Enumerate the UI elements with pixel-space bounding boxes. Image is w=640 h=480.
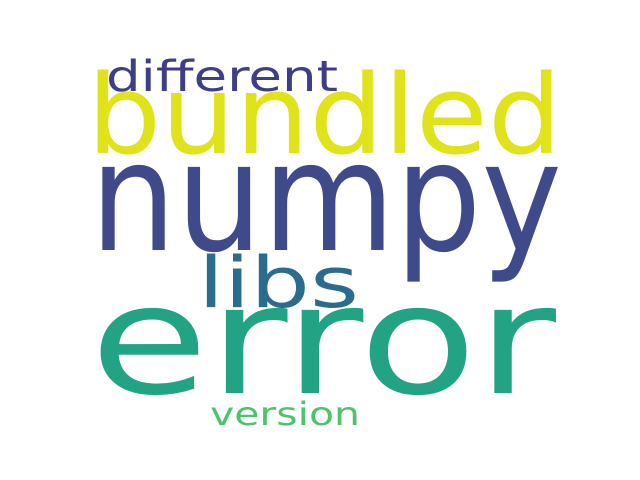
word-version: version	[210, 395, 360, 433]
word-different: different	[106, 52, 338, 102]
word-error: error	[90, 252, 557, 429]
word-numpy: numpy	[90, 109, 562, 286]
word-libs: libs	[198, 242, 359, 324]
word-bundled: bundled	[87, 51, 562, 179]
